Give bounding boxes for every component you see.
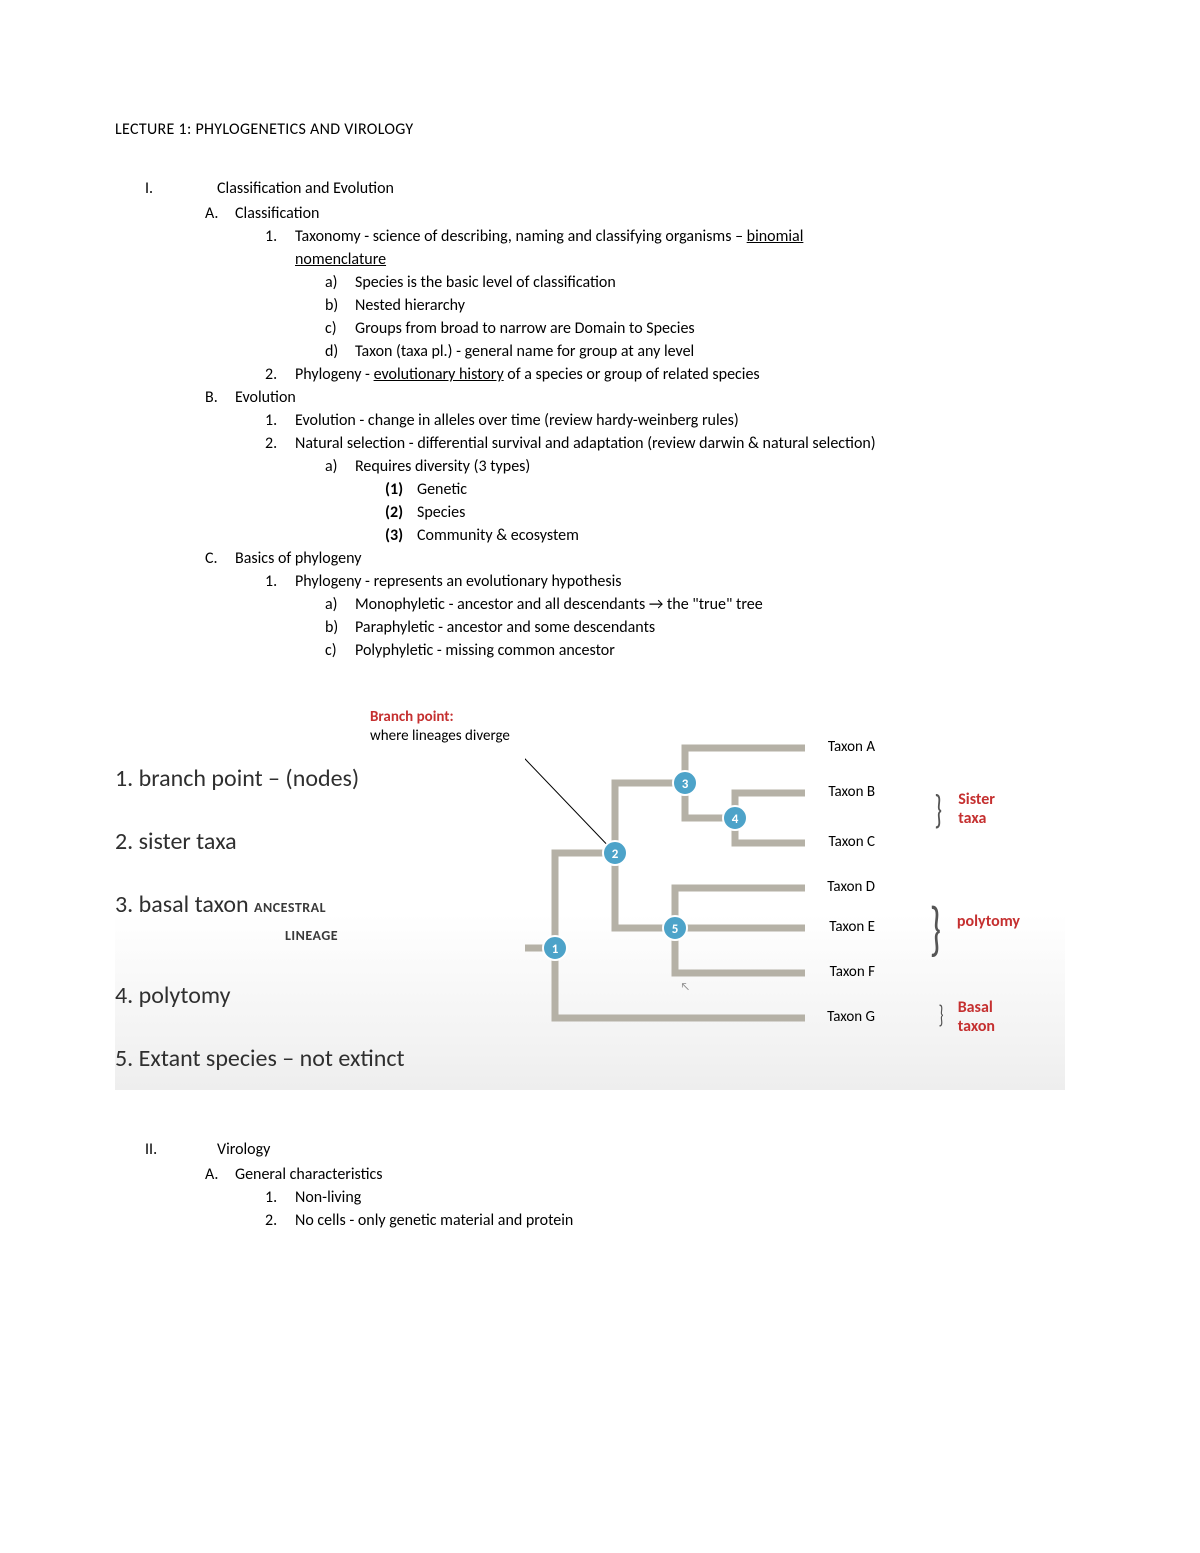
- svg-text:1: 1: [552, 942, 559, 957]
- taxon-a: Taxon A: [828, 738, 875, 756]
- taxon-g: Taxon G: [827, 1008, 875, 1026]
- left-item-5: 5. Extant species – not extinct: [115, 1045, 475, 1074]
- outline-II: II. Virology: [115, 1140, 1085, 1159]
- sub-d: d)Taxon (taxa pl.) - general name for gr…: [325, 342, 1085, 361]
- branch-point-label: Branch point: where lineages diverge: [370, 708, 510, 746]
- outline-I: I. Classification and Evolution: [115, 179, 1085, 198]
- outline-II-A-1: 1.Non-living: [265, 1188, 1085, 1207]
- left-item-1: 1. branch point – (nodes): [115, 765, 475, 794]
- label-basal: Basaltaxon: [958, 998, 995, 1036]
- lecture-title: LECTURE 1: PHYLOGENETICS AND VIROLOGY: [115, 120, 1085, 139]
- taxon-f: Taxon F: [830, 963, 875, 981]
- diversity-2: (2)Species: [385, 503, 1085, 522]
- outline-II-A-2: 2.No cells - only genetic material and p…: [265, 1211, 1085, 1230]
- sub-b: b)Nested hierarchy: [325, 296, 1085, 315]
- sub-a: a)Species is the basic level of classifi…: [325, 273, 1085, 292]
- brace-polytomy: }: [930, 915, 941, 945]
- left-item-4: 4. polytomy: [115, 982, 475, 1011]
- svg-text:4: 4: [732, 812, 739, 827]
- svg-text:2: 2: [612, 847, 619, 862]
- outline-I-B: B.Evolution: [205, 388, 1085, 407]
- outline-I-B-2: 2.Natural selection - differential survi…: [265, 434, 1085, 453]
- outline-I-C-1: 1.Phylogeny - represents an evolutionary…: [265, 572, 1085, 591]
- outline-I-A: A.Classification: [205, 204, 1085, 223]
- cursor-icon: ↖: [680, 980, 690, 993]
- label-polytomy: polytomy: [957, 912, 1020, 931]
- brace-basal: }: [938, 1008, 943, 1021]
- outline-I-A-2: 2. Phylogeny - evolutionary history of a…: [265, 365, 1085, 384]
- outline-I-A-1-cont: nomenclature: [295, 250, 1085, 269]
- outline-I-C: C.Basics of phylogeny: [205, 549, 1085, 568]
- label-sister: Sistertaxa: [958, 790, 995, 828]
- mono: a)Monophyletic - ancestor and all descen…: [325, 595, 1085, 614]
- outline-I-B-1: 1.Evolution - change in alleles over tim…: [265, 411, 1085, 430]
- poly: c)Polyphyletic - missing common ancestor: [325, 641, 1085, 660]
- svg-text:5: 5: [672, 922, 679, 937]
- left-item-3: 3. basal taxon ANCESTRAL LINEAGE: [115, 891, 475, 949]
- left-item-2: 2. sister taxa: [115, 828, 475, 857]
- sub-c: c)Groups from broad to narrow are Domain…: [325, 319, 1085, 338]
- outline-II-A: A.General characteristics: [205, 1165, 1085, 1184]
- diversity-1: (1)Genetic: [385, 480, 1085, 499]
- phylogeny-diagram: Branch point: where lineages diverge 1. …: [115, 690, 1085, 1120]
- taxon-b: Taxon B: [828, 783, 875, 801]
- brace-sister: }: [935, 800, 943, 820]
- taxon-d: Taxon D: [827, 878, 875, 896]
- outline-I-B-2-a: a)Requires diversity (3 types): [325, 457, 1085, 476]
- outline-I-A-1: 1. Taxonomy - science of describing, nam…: [265, 227, 1085, 246]
- svg-text:3: 3: [682, 777, 689, 792]
- diversity-3: (3)Community & ecosystem: [385, 526, 1085, 545]
- taxon-e: Taxon E: [829, 918, 875, 936]
- taxon-c: Taxon C: [829, 833, 875, 851]
- para: b)Paraphyletic - ancestor and some desce…: [325, 618, 1085, 637]
- tree-svg: 1 2 3 4 5: [525, 728, 805, 1048]
